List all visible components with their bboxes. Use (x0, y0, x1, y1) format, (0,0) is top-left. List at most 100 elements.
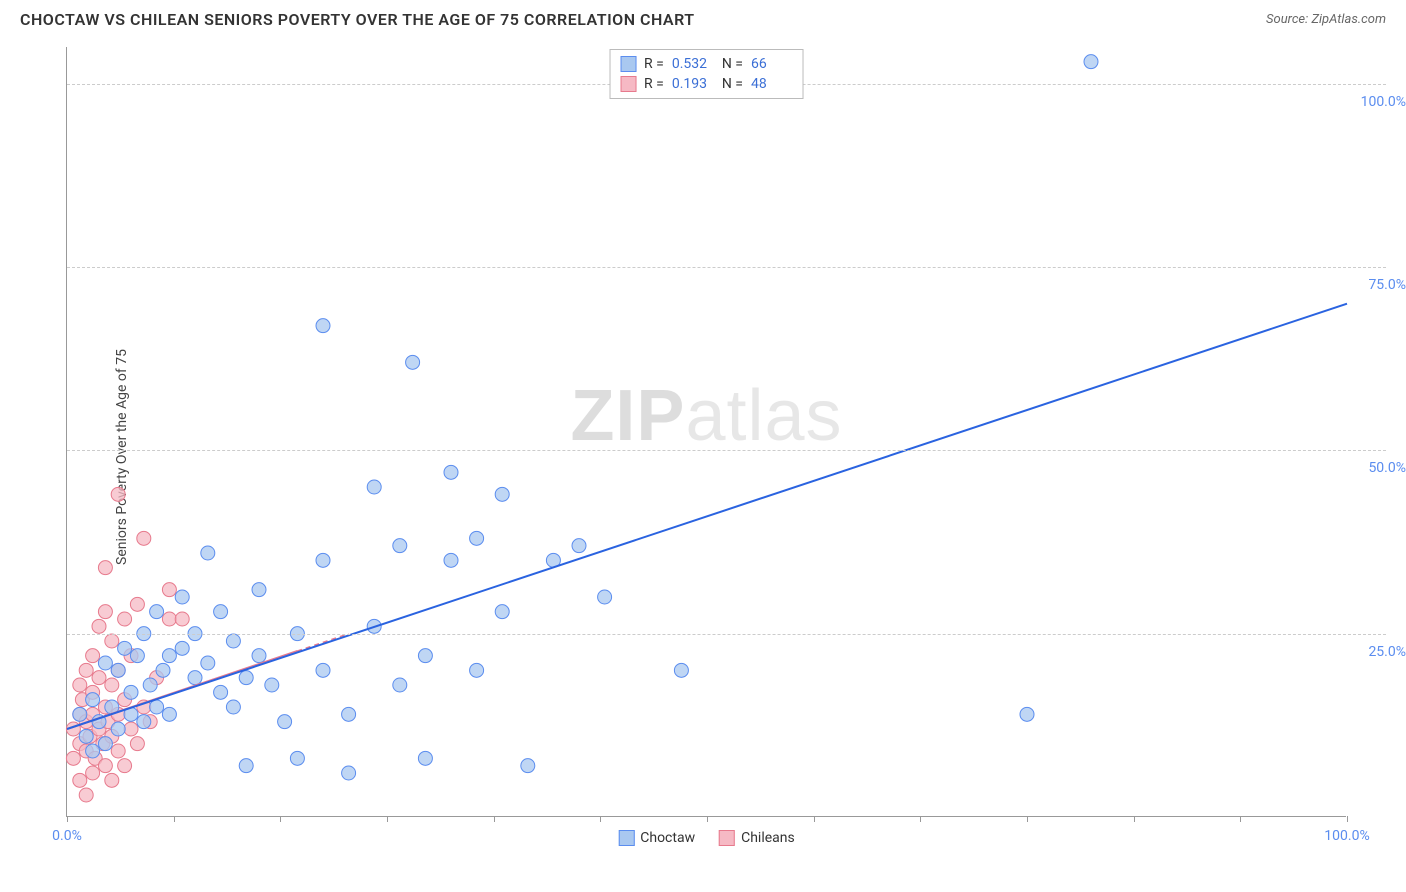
xtick (920, 816, 921, 822)
legend-item-choctaw: Choctaw (618, 830, 695, 846)
scatter-point (316, 319, 330, 333)
scatter-point (1084, 55, 1098, 69)
scatter-point (98, 605, 112, 619)
scatter-point (226, 634, 240, 648)
scatter-point (118, 759, 132, 773)
ytick-label: 100.0% (1361, 94, 1406, 110)
scatter-point (150, 605, 164, 619)
scatter-point (406, 355, 420, 369)
swatch-chileans (620, 76, 636, 92)
scatter-point (444, 465, 458, 479)
swatch-chileans-bottom (719, 830, 735, 846)
scatter-point (86, 744, 100, 758)
scatter-point (137, 715, 151, 729)
legend-row-choctaw: R = 0.532 N = 66 (620, 54, 793, 74)
scatter-point (150, 700, 164, 714)
xtick (280, 816, 281, 822)
scatter-point (252, 583, 266, 597)
scatter-point (98, 656, 112, 670)
scatter-point (162, 707, 176, 721)
scatter-point (130, 597, 144, 611)
scatter-point (156, 663, 170, 677)
trend-line (67, 304, 1347, 729)
xtick (1134, 816, 1135, 822)
scatter-point (98, 561, 112, 575)
ytick-label: 75.0% (1368, 277, 1406, 293)
scatter-point (367, 480, 381, 494)
scatter-point (111, 744, 125, 758)
scatter-point (214, 605, 228, 619)
chart-header: CHOCTAW VS CHILEAN SENIORS POVERTY OVER … (0, 0, 1406, 37)
scatter-point (495, 487, 509, 501)
scatter-point (316, 553, 330, 567)
scatter-point (265, 678, 279, 692)
ytick-label: 50.0% (1368, 460, 1406, 476)
scatter-point (214, 685, 228, 699)
gridline-h (67, 634, 1386, 635)
scatter-point (175, 590, 189, 604)
scatter-point (175, 612, 189, 626)
plot-region: R = 0.532 N = 66 R = 0.193 N = 48 ZIPatl… (66, 47, 1346, 817)
scatter-point (111, 722, 125, 736)
scatter-point (73, 773, 87, 787)
xtick (1240, 816, 1241, 822)
chart-title: CHOCTAW VS CHILEAN SENIORS POVERTY OVER … (20, 10, 695, 29)
scatter-point (66, 751, 80, 765)
xtick-label-start: 0.0% (52, 828, 82, 844)
scatter-point (572, 539, 586, 553)
scatter-point (1020, 707, 1034, 721)
scatter-point (470, 663, 484, 677)
xtick (1347, 816, 1348, 822)
scatter-point (162, 612, 176, 626)
xtick (67, 816, 68, 822)
scatter-point (598, 590, 612, 604)
scatter-point (278, 715, 292, 729)
ytick-label: 25.0% (1368, 644, 1406, 660)
scatter-point (201, 546, 215, 560)
scatter-point (470, 531, 484, 545)
scatter-point (111, 663, 125, 677)
scatter-point (98, 737, 112, 751)
legend-item-chileans: Chileans (719, 830, 795, 846)
scatter-point (175, 641, 189, 655)
scatter-point (111, 487, 125, 501)
scatter-point (92, 671, 106, 685)
scatter-point (124, 722, 138, 736)
swatch-choctaw-bottom (618, 830, 634, 846)
scatter-point (674, 663, 688, 677)
scatter-point (495, 605, 509, 619)
scatter-point (162, 649, 176, 663)
scatter-point (124, 685, 138, 699)
scatter-point (105, 678, 119, 692)
scatter-point (118, 612, 132, 626)
scatter-point (73, 707, 87, 721)
scatter-svg (67, 47, 1346, 816)
scatter-point (201, 656, 215, 670)
gridline-h (67, 450, 1386, 451)
scatter-point (226, 700, 240, 714)
scatter-point (342, 766, 356, 780)
correlation-legend: R = 0.532 N = 66 R = 0.193 N = 48 (609, 49, 804, 99)
scatter-point (92, 619, 106, 633)
xtick (494, 816, 495, 822)
xtick (600, 816, 601, 822)
source-attribution: Source: ZipAtlas.com (1266, 12, 1386, 27)
xtick (387, 816, 388, 822)
xtick (707, 816, 708, 822)
xtick (1027, 816, 1028, 822)
scatter-point (418, 751, 432, 765)
chart-area: Seniors Poverty Over the Age of 75 R = 0… (20, 37, 1386, 877)
legend-row-chileans: R = 0.193 N = 48 (620, 74, 793, 94)
series-legend: Choctaw Chileans (618, 830, 795, 846)
scatter-point (444, 553, 458, 567)
xtick-label-end: 100.0% (1324, 828, 1369, 844)
scatter-point (521, 759, 535, 773)
scatter-point (393, 539, 407, 553)
scatter-point (188, 671, 202, 685)
scatter-point (73, 678, 87, 692)
scatter-point (79, 788, 93, 802)
scatter-point (86, 649, 100, 663)
xtick (814, 816, 815, 822)
scatter-point (79, 729, 93, 743)
scatter-point (130, 649, 144, 663)
